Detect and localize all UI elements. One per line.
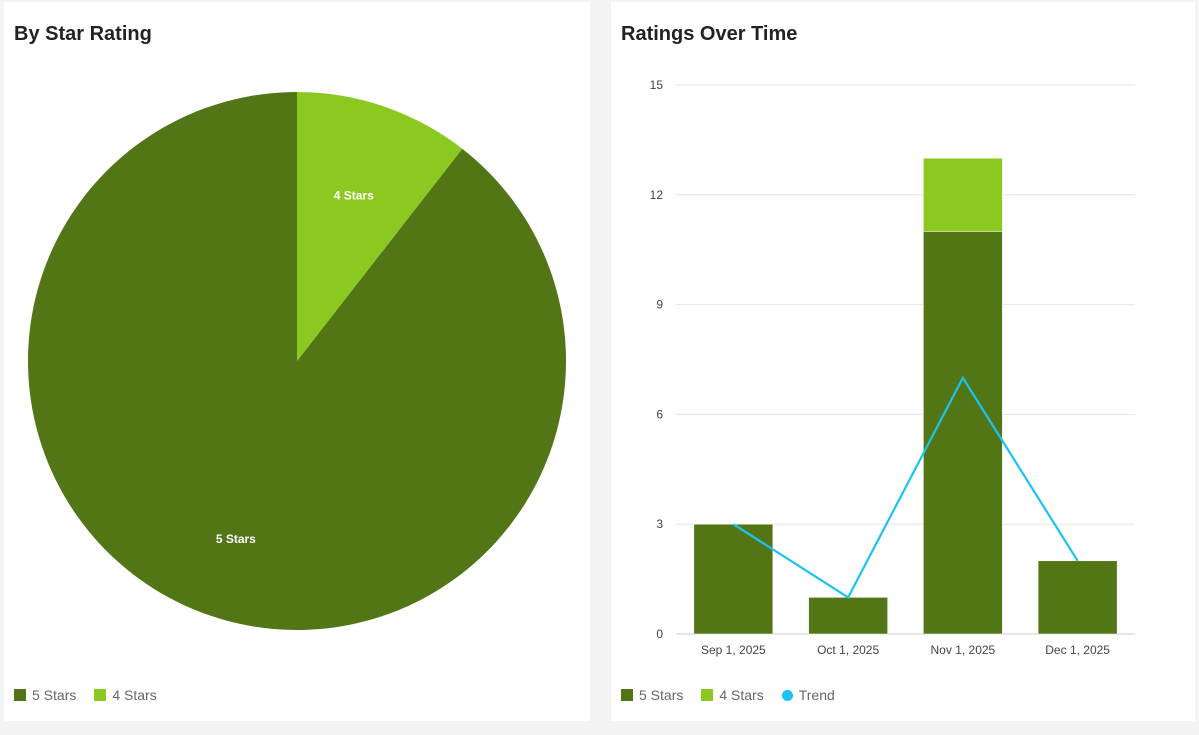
- legend-item-5-stars[interactable]: 5 Stars: [621, 687, 683, 703]
- bar-5-stars: [693, 523, 774, 635]
- legend-label: 4 Stars: [112, 687, 157, 703]
- bar-title: Ratings Over Time: [621, 23, 798, 45]
- pie-slice-5-stars: [27, 92, 566, 630]
- swatch: [94, 689, 107, 701]
- bar-5-stars: [923, 231, 1003, 635]
- y-tick-label: 6: [656, 407, 663, 421]
- bar-legend: 5 Stars 4 Stars Trend: [621, 687, 835, 703]
- y-tick-label: 12: [650, 188, 664, 202]
- y-tick-label: 9: [656, 298, 663, 312]
- legend-label: 5 Stars: [639, 687, 684, 703]
- bar-5-stars: [1037, 560, 1118, 635]
- y-tick-label: 3: [656, 517, 663, 531]
- legend-item-4-stars[interactable]: 4 Stars: [94, 687, 157, 703]
- bar-5-stars: [808, 597, 888, 635]
- swatch: [781, 689, 793, 701]
- y-tick-label: 15: [650, 78, 664, 92]
- ratings-over-time-panel: Ratings Over Time 0 3 6 9 12 15 Sep 1, 2025 Oct…: [611, 2, 1195, 721]
- x-tick-label: Nov 1, 2025: [931, 643, 996, 657]
- legend-label: Trend: [798, 687, 835, 703]
- bar-4-stars: [923, 157, 1003, 232]
- legend-label: 5 Stars: [32, 687, 77, 703]
- swatch: [14, 689, 26, 701]
- legend-label: 4 Stars: [719, 687, 764, 703]
- pie-legend: 5 Stars 4 Stars: [14, 687, 157, 703]
- pie-slice-4-stars: [297, 92, 463, 361]
- trend-line: [732, 375, 1079, 599]
- x-tick-label: Dec 1, 2025: [1045, 643, 1110, 657]
- pie-chart: 5 Stars 4 Stars: [27, 92, 566, 630]
- swatch: [701, 689, 714, 701]
- bar-chart: 0 3 6 9 12 15 Sep 1, 2025 Oct 1, 2025 Nov 1, 202…: [650, 78, 1135, 657]
- legend-item-4-stars[interactable]: 4 Stars: [701, 687, 764, 703]
- slice-label: 4 Stars: [334, 189, 374, 203]
- legend-item-5-stars[interactable]: 5 Stars: [14, 687, 76, 703]
- legend-item-trend[interactable]: Trend: [781, 687, 835, 703]
- y-tick-label: 0: [656, 627, 663, 641]
- swatch: [621, 689, 633, 701]
- pie-title: By Star Rating: [14, 23, 152, 45]
- star-rating-panel: By Star Rating 5 Stars 4 Stars 5 Stars 4 …: [4, 2, 590, 721]
- x-tick-label: Oct 1, 2025: [817, 643, 879, 657]
- slice-label: 5 Stars: [216, 532, 256, 546]
- x-tick-label: Sep 1, 2025: [701, 643, 766, 657]
